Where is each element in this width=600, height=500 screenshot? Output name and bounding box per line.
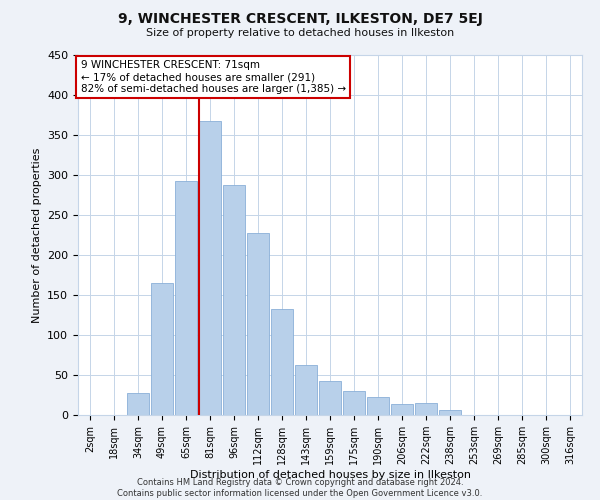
Bar bbox=[391, 404, 413, 415]
Text: Size of property relative to detached houses in Ilkeston: Size of property relative to detached ho… bbox=[146, 28, 454, 38]
Text: 9, WINCHESTER CRESCENT, ILKESTON, DE7 5EJ: 9, WINCHESTER CRESCENT, ILKESTON, DE7 5E… bbox=[118, 12, 482, 26]
Bar bbox=[151, 283, 173, 415]
X-axis label: Distribution of detached houses by size in Ilkeston: Distribution of detached houses by size … bbox=[190, 470, 470, 480]
Bar bbox=[271, 308, 293, 415]
Text: Contains HM Land Registry data © Crown copyright and database right 2024.
Contai: Contains HM Land Registry data © Crown c… bbox=[118, 478, 482, 498]
Text: 9 WINCHESTER CRESCENT: 71sqm
← 17% of detached houses are smaller (291)
82% of s: 9 WINCHESTER CRESCENT: 71sqm ← 17% of de… bbox=[80, 60, 346, 94]
Bar bbox=[367, 396, 389, 415]
Bar bbox=[319, 380, 341, 415]
Bar bbox=[343, 391, 365, 415]
Bar bbox=[175, 180, 197, 415]
Y-axis label: Number of detached properties: Number of detached properties bbox=[32, 148, 41, 322]
Bar bbox=[247, 232, 269, 415]
Bar bbox=[415, 403, 437, 415]
Bar bbox=[439, 410, 461, 415]
Bar bbox=[199, 120, 221, 415]
Bar bbox=[223, 184, 245, 415]
Bar bbox=[127, 392, 149, 415]
Bar bbox=[295, 366, 317, 415]
